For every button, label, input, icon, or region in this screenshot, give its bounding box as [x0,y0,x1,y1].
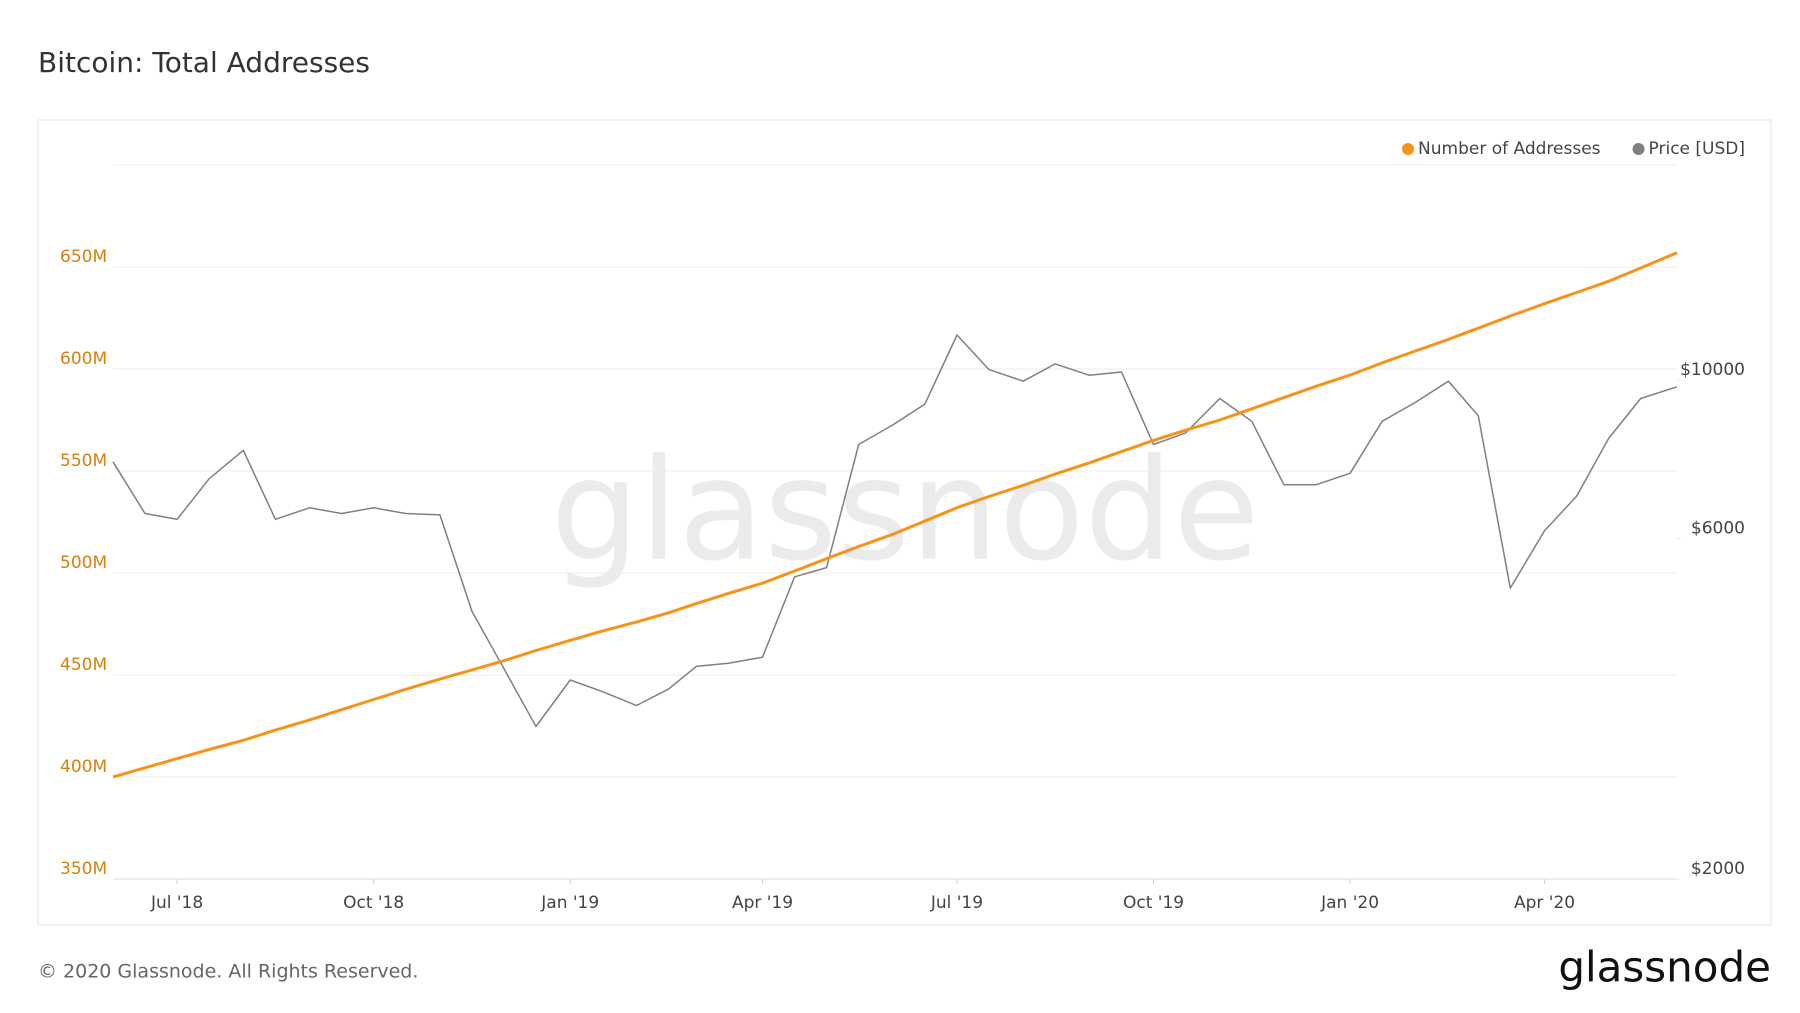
x-tick-label: Jan '20 [1320,893,1379,913]
brand-logo: glassnode [1558,943,1771,992]
chart-title: Bitcoin: Total Addresses [38,46,370,79]
series-line [112,251,1678,779]
chart-frame [37,119,1772,926]
y2-tick-label: $2000 [1691,859,1745,879]
y-tick-label: 650M [60,247,107,267]
y2-tick-label: $10000 [1680,360,1745,380]
series-line [112,334,1678,728]
y-tick-label: 550M [60,451,107,471]
x-tick-label: Jul '18 [150,893,203,913]
x-tick-label: Oct '18 [343,893,404,913]
y-tick-label: 350M [60,859,107,879]
x-tick-label: Jan '19 [540,893,599,913]
legend-label: Number of Addresses [1418,139,1601,159]
y-tick-label: 600M [60,349,107,369]
x-tick-label: Apr '20 [1514,893,1575,913]
copyright: © 2020 Glassnode. All Rights Reserved. [38,961,418,983]
legend-label: Price [USD] [1649,139,1745,159]
x-tick-label: Oct '19 [1123,893,1184,913]
y-tick-label: 400M [60,757,107,777]
x-tick-label: Jul '19 [930,893,983,913]
legend-marker [1632,143,1645,155]
y-tick-label: 500M [60,553,107,573]
watermark: glassnode [551,430,1260,593]
y2-tick-label: $6000 [1691,518,1745,538]
y-tick-label: 450M [60,655,107,675]
legend-marker [1402,143,1415,155]
x-tick-label: Apr '19 [732,893,793,913]
